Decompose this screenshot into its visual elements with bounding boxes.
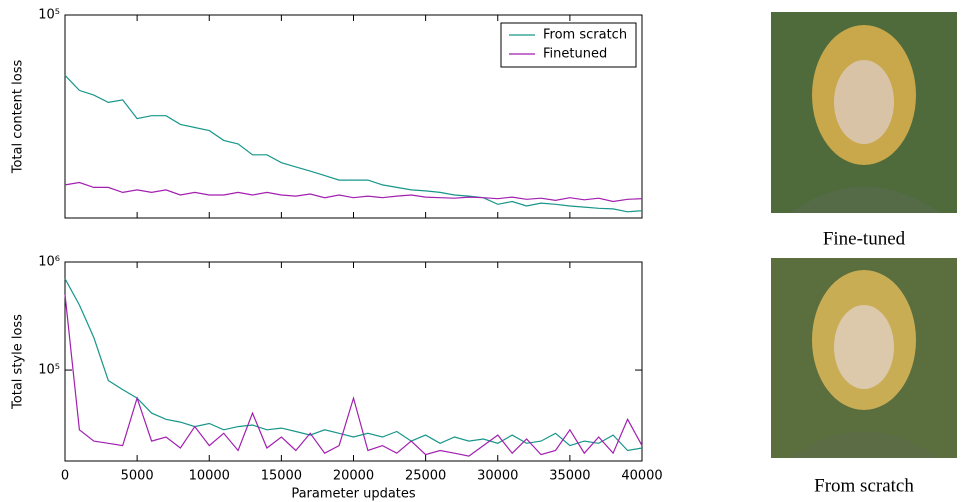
x-tick-label: 30000 bbox=[477, 469, 518, 484]
x-tick-label: 15000 bbox=[261, 469, 302, 484]
legend-label: From scratch bbox=[543, 28, 627, 43]
x-tick-label: 25000 bbox=[405, 469, 446, 484]
y-axis-label: Total style loss bbox=[11, 314, 26, 410]
x-axis-label: Parameter updates bbox=[291, 487, 416, 502]
x-tick-label: 10000 bbox=[189, 469, 230, 484]
x-tick-label: 0 bbox=[61, 469, 69, 484]
y-axis-label: Total content loss bbox=[11, 60, 26, 175]
series-line bbox=[64, 181, 643, 203]
x-tick-label: 20000 bbox=[333, 469, 374, 484]
series-line bbox=[64, 294, 643, 457]
x-tick-label: 40000 bbox=[621, 469, 662, 484]
y-tick-label: 10⁵ bbox=[38, 8, 60, 23]
series-line bbox=[64, 278, 643, 452]
image-finetuned bbox=[771, 12, 957, 213]
legend-label: Finetuned bbox=[543, 47, 607, 62]
x-tick-label: 5000 bbox=[121, 469, 154, 484]
legend-box bbox=[500, 22, 637, 68]
caption: Fine-tuned bbox=[823, 228, 906, 249]
y-tick-label: 10⁶ bbox=[38, 255, 60, 270]
x-tick-label: 35000 bbox=[549, 469, 590, 484]
series-line bbox=[64, 74, 643, 213]
caption: From scratch bbox=[814, 475, 914, 496]
image-from-scratch bbox=[771, 258, 957, 458]
plot-frame bbox=[64, 261, 643, 462]
y-tick-label: 10⁵ bbox=[38, 363, 60, 378]
